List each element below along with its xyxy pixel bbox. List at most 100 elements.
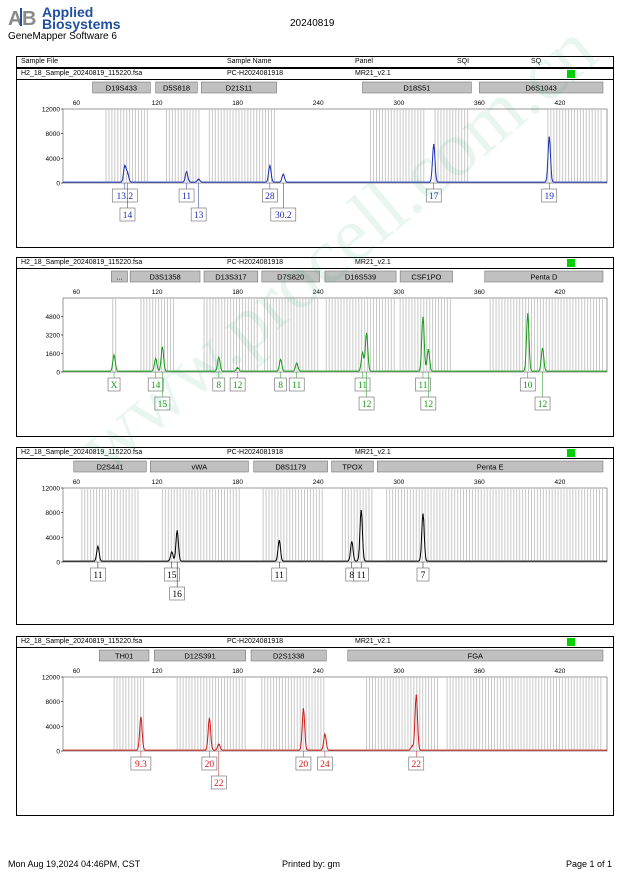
allele-label: 12 [362, 400, 372, 410]
allele-label-box [119, 207, 136, 222]
black-electropherogram: D2S441 vWA D8S1179 TPOX Penta E 60 120 180 240 30… [42, 460, 608, 601]
marker-label: D3S1358 [149, 273, 180, 282]
allele-label-box [229, 377, 246, 392]
panel-panel-name: MR21_v2.1 [355, 638, 391, 645]
svg-text:B: B [22, 8, 36, 28]
allele-label: 17 [429, 192, 439, 202]
panel-sample-file: H2_18_Sample_20240819_115220.fsa [21, 449, 143, 456]
panel-sample-name: PC-H2024081918 [227, 638, 284, 645]
allele-label: 15 [167, 571, 177, 581]
allele-label: 28 [265, 192, 275, 202]
allele-label-box [541, 188, 558, 203]
x-tick-label: 60 [73, 100, 81, 107]
y-tick-label: 3200 [46, 333, 61, 340]
peak-apex [361, 352, 364, 355]
allele-label-box [190, 207, 207, 222]
marker-box [98, 649, 150, 662]
marker-label: D19S433 [106, 84, 137, 93]
allele-label: 14 [151, 381, 161, 391]
allele-label: 15 [158, 400, 168, 410]
report-date: 20240819 [290, 18, 335, 29]
sizing-quality-indicator [567, 638, 575, 646]
col-sq: SQ [531, 58, 542, 65]
y-tick-label: 4000 [46, 724, 61, 731]
applied-biosystems-logo: A B [7, 6, 37, 28]
allele-label: 11 [93, 571, 102, 581]
panel-sample-file: H2_18_Sample_20240819_115220.fsa [21, 259, 143, 266]
allele-label-box [358, 396, 375, 411]
black-dye-panel: H2_18_Sample_20240819_115220.fsa PC-H202… [16, 447, 614, 625]
y-tick-label: 0 [56, 370, 60, 377]
page-number: Page 1 of 1 [566, 859, 613, 869]
green-dye-panel: H2_18_Sample_20240819_115220.fsa PC-H202… [16, 257, 614, 437]
signal-trace [63, 136, 607, 183]
peak-apex [415, 694, 417, 697]
allele-label-box [295, 756, 312, 771]
x-tick-label: 360 [474, 479, 485, 486]
peak-apex [278, 540, 280, 542]
allele-label-box [425, 188, 442, 203]
peak-apex [548, 136, 550, 138]
panel-sample-name: PC-H2024081918 [227, 259, 284, 266]
peak-apex [296, 363, 298, 365]
col-sample-name: Sample Name [227, 58, 272, 65]
peak-apex [324, 734, 326, 736]
marker-box [347, 649, 604, 662]
marker-label: D2S1338 [273, 652, 304, 661]
allele-label: 30.2 [275, 211, 292, 221]
peak-apex [433, 144, 435, 146]
allele-label: 7 [421, 571, 426, 581]
allele-label-box [420, 396, 437, 411]
x-tick-label: 300 [393, 100, 404, 107]
marker-box [154, 649, 246, 662]
allele-label: 22 [214, 779, 224, 789]
marker-box [203, 270, 259, 283]
x-tick-label: 180 [232, 289, 243, 296]
marker-box [129, 270, 201, 283]
peak-apex [113, 355, 115, 357]
y-tick-label: 8000 [46, 699, 61, 706]
marker-label: ... [116, 273, 122, 282]
allele-label: X [111, 381, 118, 391]
peak-apex [411, 746, 413, 748]
peak-apex [360, 510, 362, 512]
x-tick-label: 180 [232, 479, 243, 486]
allele-label: 11 [357, 571, 366, 581]
marker-label: vWA [192, 463, 208, 472]
allele-label: 16 [172, 590, 182, 600]
peak-apex [140, 717, 142, 719]
allele-label: 11 [418, 381, 427, 391]
marker-label: Penta E [477, 463, 504, 472]
allele-label: 12 [424, 400, 434, 410]
panel-sample-name: PC-H2024081918 [227, 70, 284, 77]
marker-box [261, 270, 320, 283]
y-tick-label: 12000 [42, 675, 60, 682]
peak-apex [422, 513, 424, 516]
sizing-quality-indicator [567, 449, 575, 457]
allele-label: 8 [278, 381, 283, 391]
x-tick-label: 60 [73, 289, 81, 296]
y-tick-label: 1600 [46, 351, 61, 358]
marker-box [155, 81, 198, 94]
panel-sample-file: H2_18_Sample_20240819_115220.fsa [21, 70, 143, 77]
allele-label-box [164, 567, 180, 582]
allele-label: 11 [358, 381, 367, 391]
peak-apex [124, 166, 126, 168]
peak-apex [237, 367, 239, 370]
panel-title-row: H2_18_Sample_20240819_115220.fsa PC-H202… [17, 448, 613, 459]
x-tick-label: 120 [152, 289, 163, 296]
panel-title-row: H2_18_Sample_20240819_115220.fsa PC-H202… [17, 69, 613, 80]
panel-sample-file: H2_18_Sample_20240819_115220.fsa [21, 638, 143, 645]
y-tick-label: 8000 [46, 510, 61, 517]
marker-box [362, 81, 472, 94]
peak-apex [282, 174, 284, 176]
marker-label: D21S11 [226, 84, 253, 93]
marker-box [331, 460, 374, 473]
peak-apex [198, 179, 200, 181]
col-sqi: SQI [457, 58, 470, 65]
sizing-quality-indicator [567, 70, 575, 78]
allele-label-box [274, 377, 287, 392]
red-dye-panel: H2_18_Sample_20240819_115220.fsa PC-H202… [16, 636, 614, 816]
allele-label: 12 [233, 381, 243, 391]
